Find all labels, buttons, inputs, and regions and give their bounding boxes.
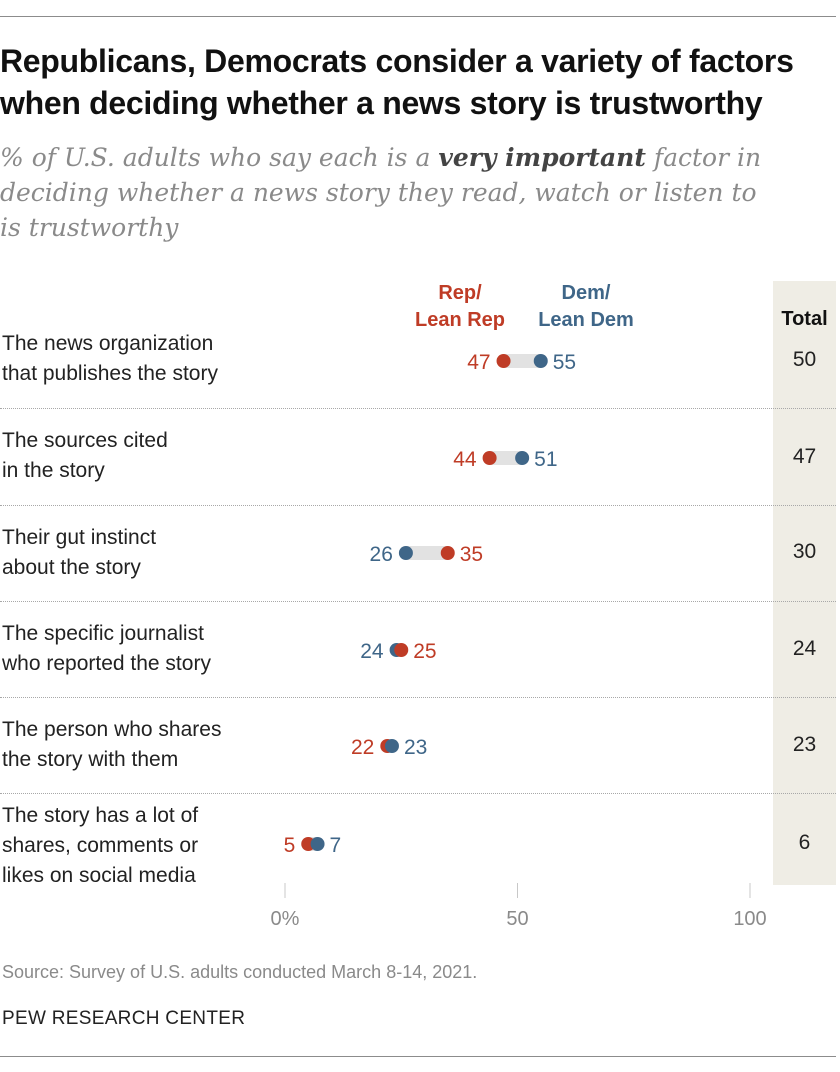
pew-research-center-logo: PEW RESEARCH CENTER <box>2 1008 246 1029</box>
subtitle-lead: % of U.S. adults who say each is a <box>0 143 439 172</box>
dem-dot <box>384 739 399 753</box>
legend-dem: Dem/ Lean Dem <box>538 282 634 331</box>
category-label: The specific journalist who reported the … <box>2 619 332 679</box>
category-label-line: about the story <box>2 556 141 579</box>
row-divider <box>0 601 836 602</box>
dem-dot <box>533 354 548 368</box>
dem-value-label: 23 <box>404 736 427 759</box>
category-label: The story has a lot of shares, comments o… <box>2 801 332 891</box>
category-label-line: The sources cited <box>2 429 168 452</box>
dem-value-label: 7 <box>330 834 342 857</box>
category-label-line: The person who shares <box>2 718 222 741</box>
category-label-line: The specific journalist <box>2 622 204 645</box>
category-label-line: Their gut instinct <box>2 526 157 549</box>
rep-value-label: 25 <box>413 640 436 663</box>
rep-value-label: 22 <box>351 736 374 759</box>
total-header: Total <box>781 308 828 330</box>
dem-value-label: 24 <box>360 640 384 663</box>
dem-dot <box>515 451 530 465</box>
total-value: 47 <box>792 445 817 468</box>
category-label-line: The story has a lot of <box>2 804 199 827</box>
chart-title: Republicans, Democrats consider a variet… <box>0 43 794 121</box>
total-value: 23 <box>792 733 817 756</box>
category-label: The news organization that publishes the … <box>2 329 332 389</box>
dem-dot <box>310 837 325 851</box>
chart-subtitle: % of U.S. adults who say each is a very … <box>0 140 780 245</box>
dem-value-label: 55 <box>553 351 576 374</box>
rep-dot <box>394 643 409 657</box>
rep-dot <box>482 451 497 465</box>
rep-dot <box>440 546 455 560</box>
dem-value-label: 26 <box>370 543 393 566</box>
total-value: 24 <box>792 637 817 660</box>
legend-rep: Rep/ Lean Rep <box>414 282 506 331</box>
x-tick-label: 100 <box>733 908 766 930</box>
subtitle-emphasis: very important <box>438 143 646 172</box>
x-tick-label: 50 <box>506 908 528 930</box>
rep-dot <box>496 354 511 368</box>
rep-value-label: 35 <box>460 543 483 566</box>
category-label-line: The news organization <box>2 332 214 355</box>
total-value: 50 <box>792 348 817 371</box>
top-rule <box>0 16 836 17</box>
rep-value-label: 44 <box>453 448 477 471</box>
subtitle-tail: factor in deciding whether a news story … <box>0 143 762 242</box>
category-label-line: shares, comments or <box>2 834 199 857</box>
category-label-line: likes on social media <box>2 864 196 887</box>
row-divider <box>0 408 836 409</box>
category-label: Their gut instinct about the story <box>2 523 332 583</box>
total-value: 6 <box>798 831 811 854</box>
category-label: The sources cited in the story <box>2 426 332 486</box>
total-value: 30 <box>792 540 817 563</box>
rep-value-label: 47 <box>467 351 490 374</box>
category-label-line: that publishes the story <box>2 362 218 385</box>
rep-value-label: 5 <box>284 834 296 857</box>
total-column-band <box>773 281 836 885</box>
category-label-line: in the story <box>2 459 105 482</box>
bottom-rule <box>0 1056 836 1057</box>
row-divider <box>0 793 836 794</box>
dem-dot <box>398 546 413 560</box>
source-note: Source: Survey of U.S. adults conducted … <box>2 962 478 982</box>
dem-value-label: 51 <box>534 448 557 471</box>
row-divider <box>0 505 836 506</box>
category-label: The person who shares the story with them <box>2 715 332 775</box>
row-divider <box>0 697 836 698</box>
category-label-line: the story with them <box>2 748 179 771</box>
x-tick-label: 0% <box>271 908 300 930</box>
category-label-line: who reported the story <box>2 652 211 675</box>
